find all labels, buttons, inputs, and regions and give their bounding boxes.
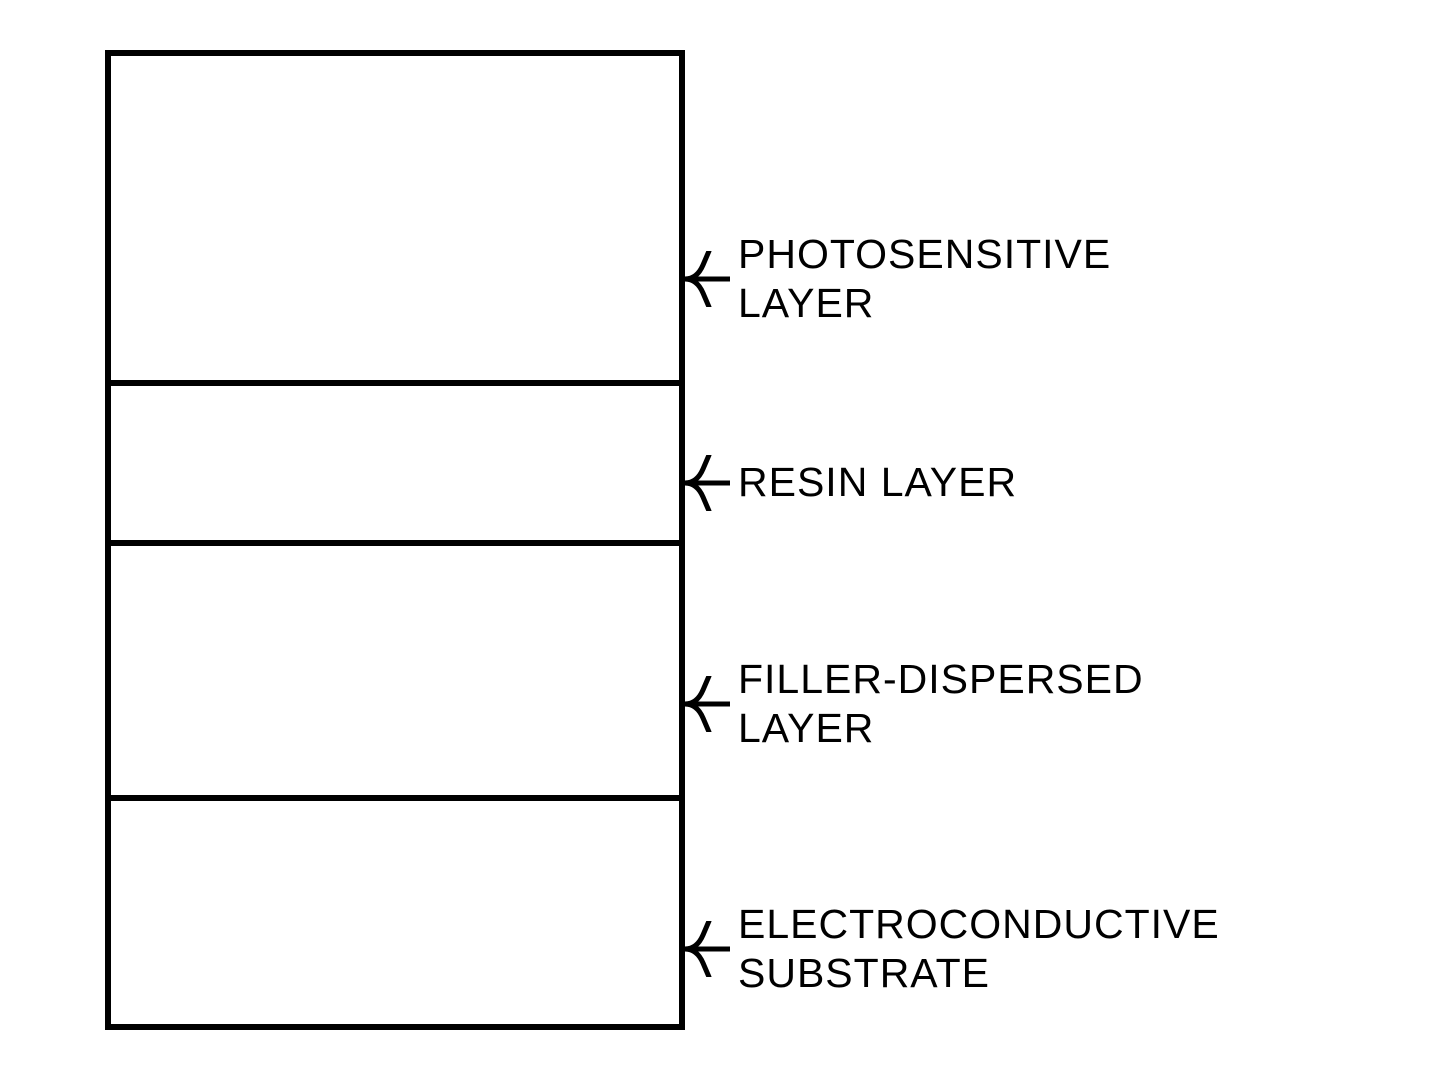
label-substrate: ELECTROCONDUCTIVE SUBSTRATE: [738, 900, 1220, 998]
connector-icon: [685, 676, 730, 732]
label-group-photosensitive: PHOTOSENSITIVE LAYER: [685, 230, 1111, 328]
connector-icon: [685, 455, 730, 511]
layer-electroconductive-substrate: [111, 801, 679, 1024]
label-group-resin: RESIN LAYER: [685, 455, 1017, 511]
layer-resin: [111, 386, 679, 546]
label-group-filler: FILLER-DISPERSED LAYER: [685, 655, 1144, 753]
label-resin: RESIN LAYER: [738, 458, 1017, 507]
layer-diagram: PHOTOSENSITIVE LAYER RESIN LAYER FILLER-…: [105, 50, 1405, 1030]
layer-filler-dispersed: [111, 546, 679, 801]
label-group-substrate: ELECTROCONDUCTIVE SUBSTRATE: [685, 900, 1220, 998]
layer-photosensitive: [111, 56, 679, 386]
connector-icon: [685, 921, 730, 977]
label-photosensitive: PHOTOSENSITIVE LAYER: [738, 230, 1111, 328]
connector-icon: [685, 251, 730, 307]
label-filler: FILLER-DISPERSED LAYER: [738, 655, 1144, 753]
layer-stack: [105, 50, 685, 1030]
